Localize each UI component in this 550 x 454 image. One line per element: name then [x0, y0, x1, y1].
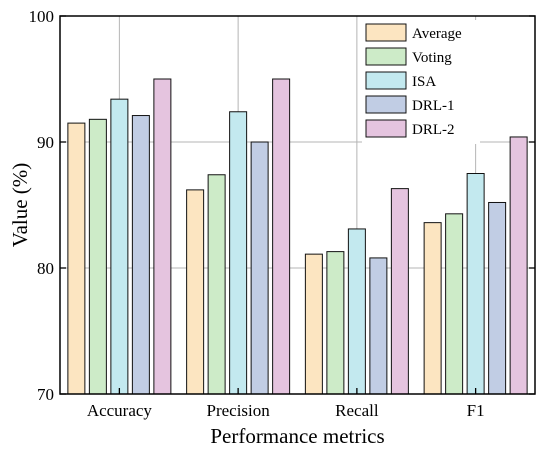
bar-voting-accuracy [88, 118, 107, 395]
legend: Average Voting ISA DRL-1 DRL-2 [362, 20, 480, 144]
legend-swatch-1 [365, 47, 407, 66]
legend-label-4: DRL-2 [412, 122, 455, 138]
bar-drl-2-f1 [509, 136, 528, 395]
y-tick-label-1: 80 [37, 259, 54, 278]
bar-drl-2-recall [390, 188, 409, 395]
bar-isa-precision [229, 111, 248, 395]
y-axis-ticks: 70 80 90 100 [29, 7, 535, 404]
bar-average-recall [304, 253, 323, 395]
bar-drl-1-recall [369, 257, 388, 395]
x-axis-categories: Accuracy Precision Recall F1 [87, 388, 485, 420]
legend-label-1: Voting [412, 50, 452, 66]
legend-swatch-3 [365, 95, 407, 114]
bars [67, 78, 528, 395]
plot-frame [59, 15, 536, 395]
x-category-label-0: Accuracy [87, 401, 153, 420]
bar-drl-2-accuracy [153, 78, 172, 395]
y-tick-label-3: 100 [29, 7, 55, 26]
legend-swatch-4 [365, 119, 407, 138]
y-tick-label-2: 90 [37, 133, 54, 152]
y-tick-label-0: 70 [37, 385, 54, 404]
bar-voting-recall [326, 251, 345, 395]
bar-voting-precision [207, 174, 226, 395]
bar-average-accuracy [67, 122, 86, 395]
x-category-label-3: F1 [467, 401, 485, 420]
bar-voting-f1 [445, 213, 464, 395]
y-axis-title: Value (%) [8, 163, 32, 248]
bar-isa-recall [347, 228, 366, 395]
bar-drl-2-precision [272, 78, 291, 395]
legend-label-2: ISA [412, 74, 436, 90]
legend-swatch-2 [365, 71, 407, 90]
legend-swatch-0 [365, 23, 407, 42]
x-axis-title: Performance metrics [210, 424, 384, 448]
bar-drl-1-precision [250, 141, 269, 395]
bar-average-f1 [423, 222, 442, 395]
x-category-label-1: Precision [206, 401, 270, 420]
bar-average-precision [186, 189, 205, 395]
legend-label-3: DRL-1 [412, 98, 455, 114]
bar-drl-1-accuracy [131, 115, 150, 395]
x-category-label-2: Recall [335, 401, 379, 420]
bar-isa-accuracy [110, 98, 129, 395]
bar-drl-1-f1 [488, 201, 507, 395]
bar-isa-f1 [466, 173, 485, 395]
legend-label-0: Average [412, 26, 462, 42]
